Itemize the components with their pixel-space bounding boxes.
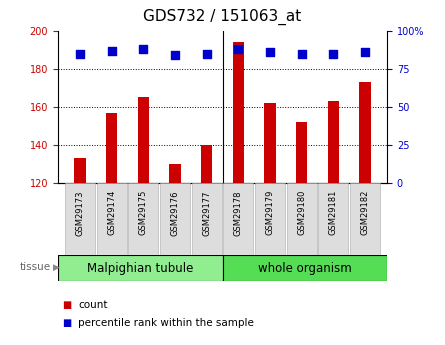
Text: GSM29181: GSM29181: [329, 190, 338, 236]
FancyBboxPatch shape: [97, 183, 126, 255]
Point: [235, 47, 242, 52]
FancyBboxPatch shape: [192, 183, 222, 255]
FancyBboxPatch shape: [129, 183, 158, 255]
Text: whole organism: whole organism: [258, 262, 352, 275]
Bar: [233, 42, 244, 183]
FancyBboxPatch shape: [222, 255, 387, 281]
Text: GSM29179: GSM29179: [266, 190, 275, 236]
Text: ■: ■: [62, 300, 72, 310]
Bar: [201, 145, 212, 183]
FancyBboxPatch shape: [287, 183, 316, 255]
Text: percentile rank within the sample: percentile rank within the sample: [78, 318, 254, 327]
Bar: [170, 164, 181, 183]
Point: [298, 51, 305, 57]
FancyBboxPatch shape: [223, 183, 253, 255]
FancyBboxPatch shape: [319, 183, 348, 255]
Text: GSM29175: GSM29175: [139, 190, 148, 236]
Point: [267, 50, 274, 55]
Point: [108, 48, 115, 53]
Text: GSM29174: GSM29174: [107, 190, 116, 236]
Bar: [360, 82, 371, 183]
Text: Malpighian tubule: Malpighian tubule: [87, 262, 194, 275]
Point: [361, 50, 368, 55]
Point: [77, 51, 84, 57]
Bar: [138, 98, 149, 183]
FancyBboxPatch shape: [350, 183, 380, 255]
Bar: [106, 112, 117, 183]
Point: [140, 47, 147, 52]
Text: GDS732 / 151063_at: GDS732 / 151063_at: [143, 9, 302, 25]
Text: GSM29176: GSM29176: [170, 190, 179, 236]
Text: ▶: ▶: [53, 263, 59, 272]
FancyBboxPatch shape: [160, 183, 190, 255]
Bar: [328, 101, 339, 183]
Text: GSM29182: GSM29182: [360, 190, 369, 236]
Text: ■: ■: [62, 318, 72, 327]
Point: [330, 51, 337, 57]
Bar: [264, 103, 275, 183]
Point: [203, 51, 210, 57]
Text: GSM29178: GSM29178: [234, 190, 243, 236]
FancyBboxPatch shape: [65, 183, 95, 255]
Point: [171, 52, 178, 58]
Text: GSM29180: GSM29180: [297, 190, 306, 236]
Text: GSM29173: GSM29173: [76, 190, 85, 236]
Bar: [74, 158, 85, 183]
FancyBboxPatch shape: [58, 255, 222, 281]
FancyBboxPatch shape: [255, 183, 285, 255]
Text: GSM29177: GSM29177: [202, 190, 211, 236]
Bar: [296, 122, 307, 183]
Text: tissue: tissue: [20, 263, 51, 272]
Text: count: count: [78, 300, 107, 310]
